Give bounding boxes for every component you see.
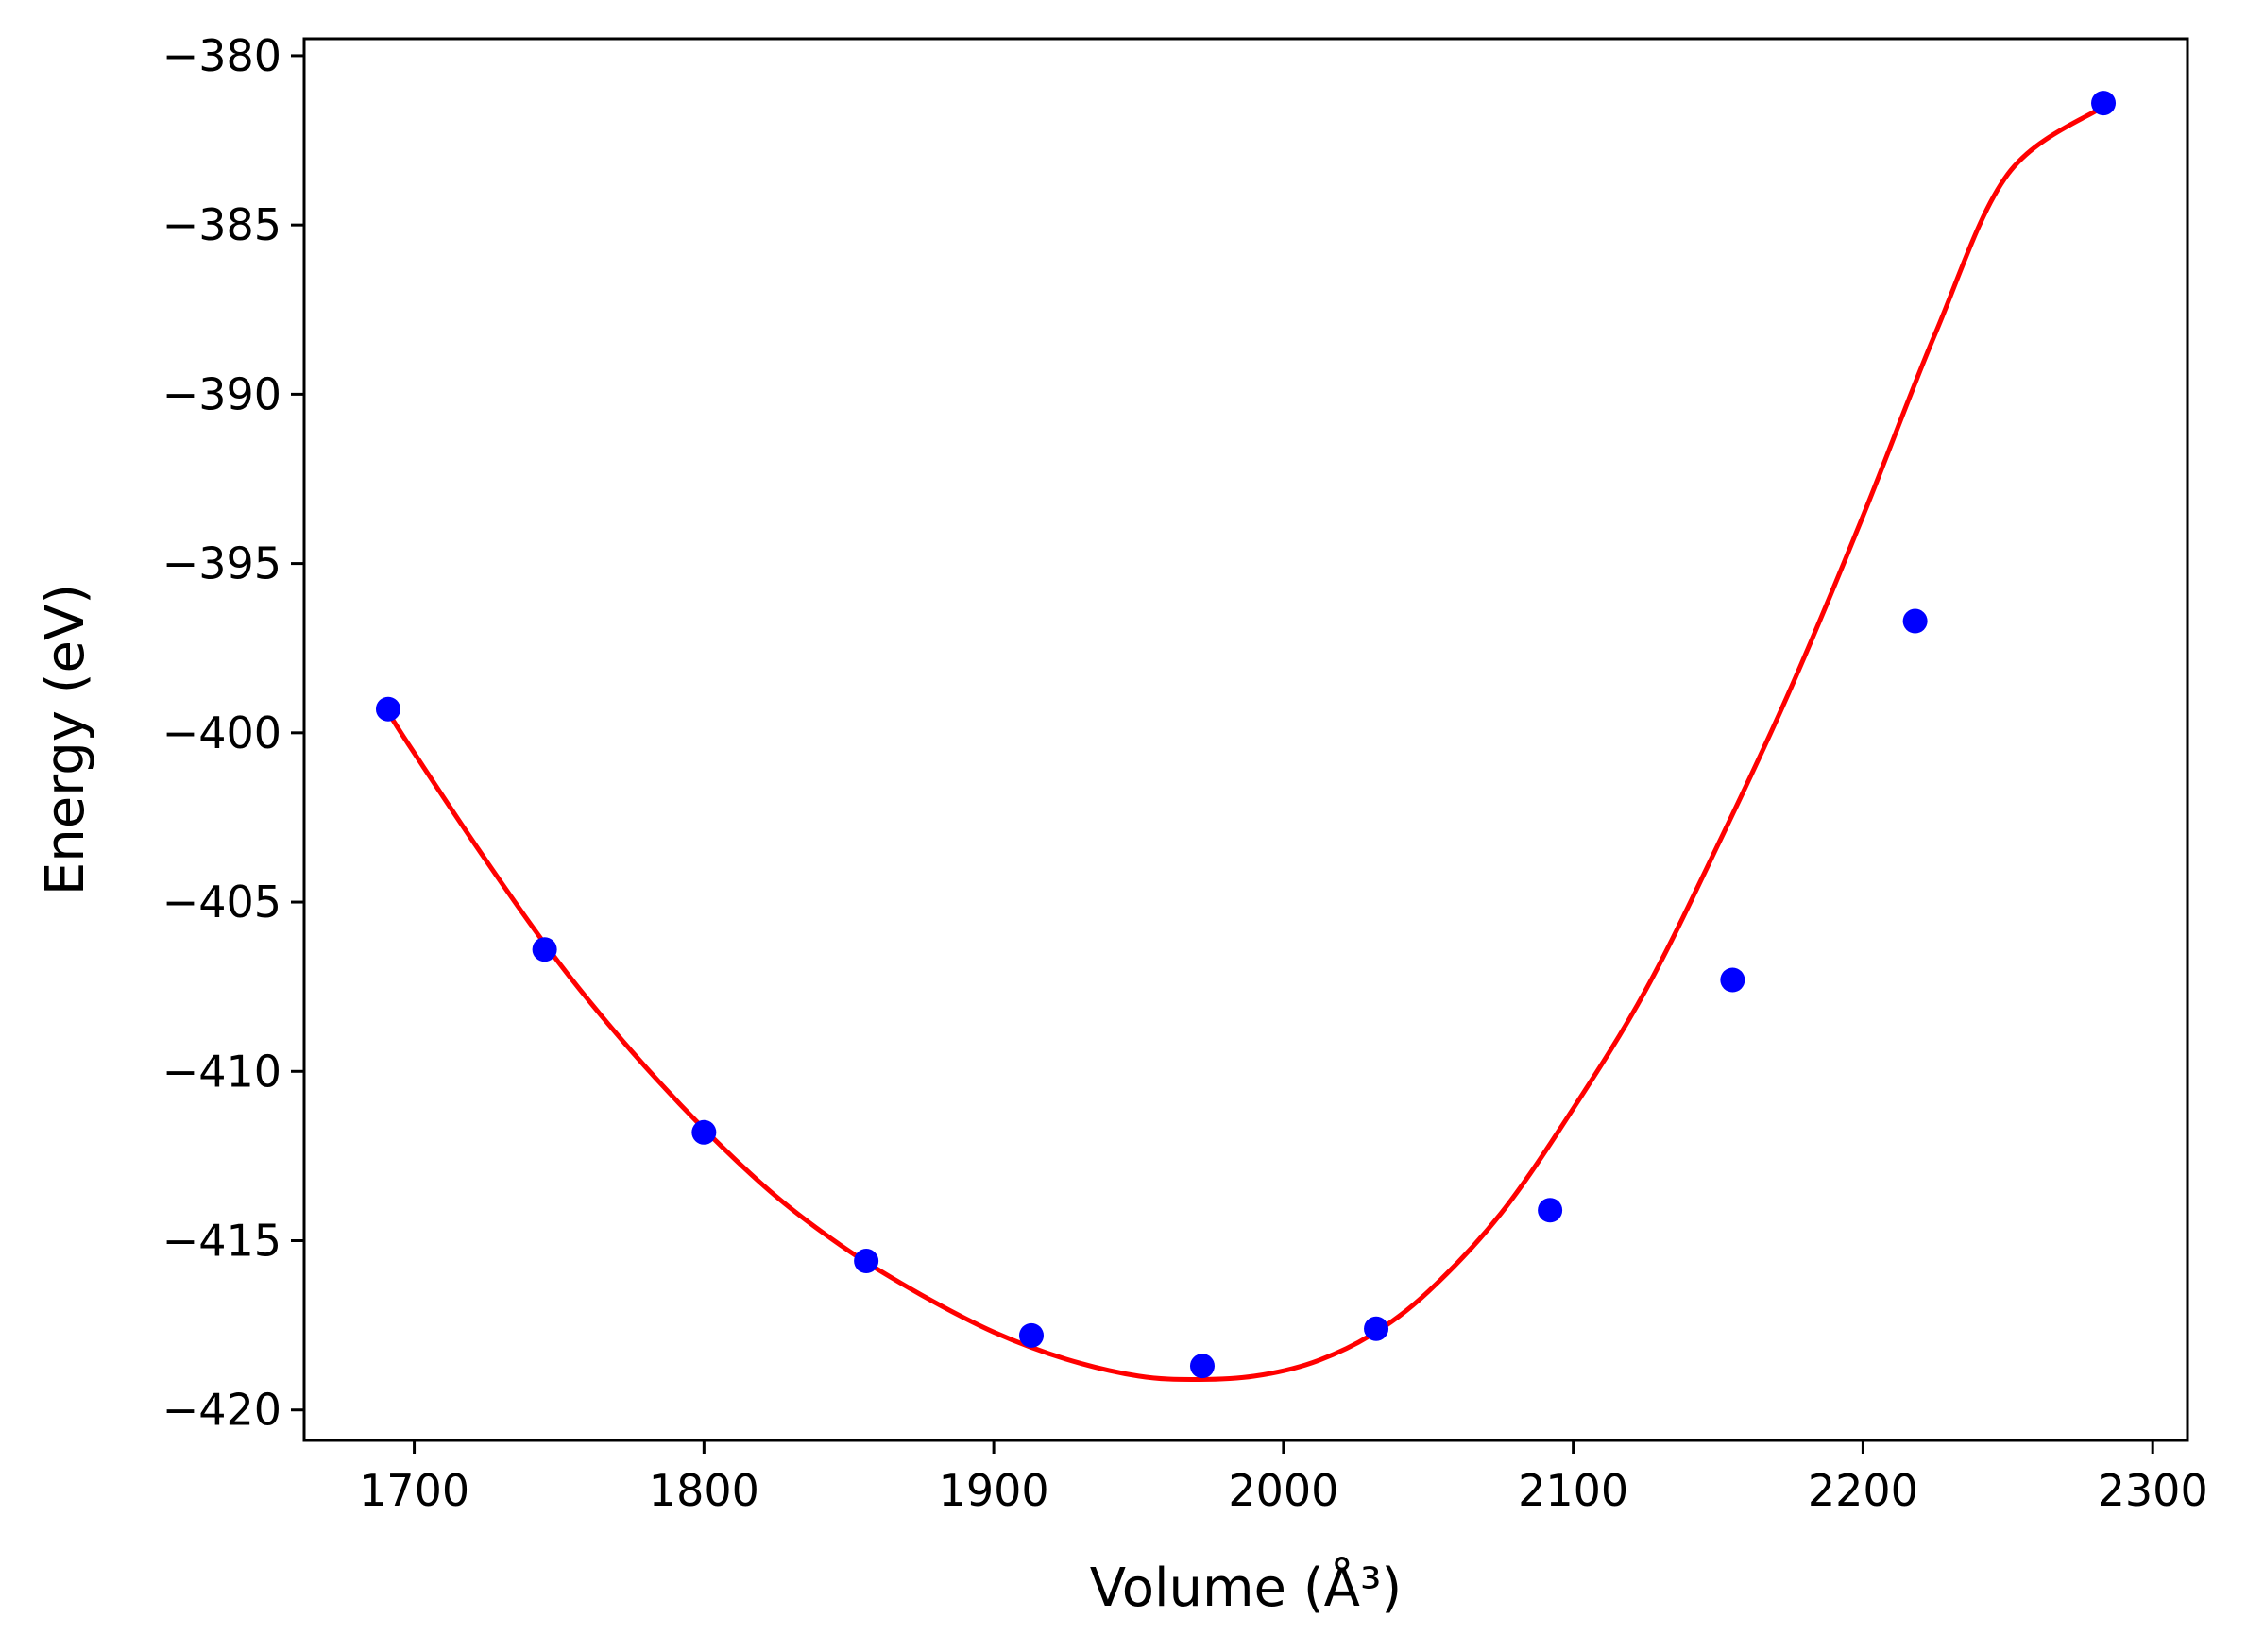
y-tick-label: −405: [162, 877, 281, 928]
data-point: [854, 1249, 879, 1274]
x-axis-ticks: 1700 1800 1900 2000 2100 2200 2300: [359, 1440, 2208, 1516]
data-point: [1018, 1322, 1044, 1348]
plot-area-background: [304, 39, 2187, 1440]
x-tick-label: 2000: [1228, 1465, 1338, 1516]
x-tick-label: 1900: [939, 1465, 1049, 1516]
y-tick-label: −395: [162, 538, 281, 589]
y-tick-label: −385: [162, 199, 281, 250]
data-point: [1364, 1316, 1389, 1341]
x-tick-label: 2100: [1518, 1465, 1628, 1516]
y-tick-label: −410: [162, 1046, 281, 1097]
data-point: [2091, 91, 2117, 116]
y-tick-label: −380: [162, 30, 281, 81]
fit-curve-layer: [385, 104, 2105, 1383]
x-tick-label: 1800: [649, 1465, 759, 1516]
y-tick-label: −415: [162, 1216, 281, 1267]
data-point: [532, 937, 557, 962]
data-point: [1902, 608, 1928, 634]
data-point: [375, 696, 400, 722]
y-tick-label: −400: [162, 707, 281, 758]
data-points-layer: [375, 91, 2117, 1379]
data-point: [1538, 1198, 1563, 1223]
data-point: [691, 1119, 717, 1145]
y-tick-label: −390: [162, 368, 281, 419]
x-tick-label: 2200: [1808, 1465, 1918, 1516]
x-axis-label: Volume (Å³): [1090, 1557, 1403, 1619]
y-tick-label: −420: [162, 1385, 281, 1436]
plot-frame: [302, 37, 2189, 1442]
y-axis-label: Energy (eV): [35, 584, 96, 895]
x-tick-label: 1700: [359, 1465, 469, 1516]
data-point: [1720, 967, 1745, 993]
data-point: [1189, 1354, 1215, 1379]
x-tick-label: 2300: [2098, 1465, 2208, 1516]
y-axis-ticks: −380 −385 −390 −395 −400 −405 −410 −415 −420: [162, 30, 304, 1436]
fit-curve-line: [385, 104, 2105, 1383]
